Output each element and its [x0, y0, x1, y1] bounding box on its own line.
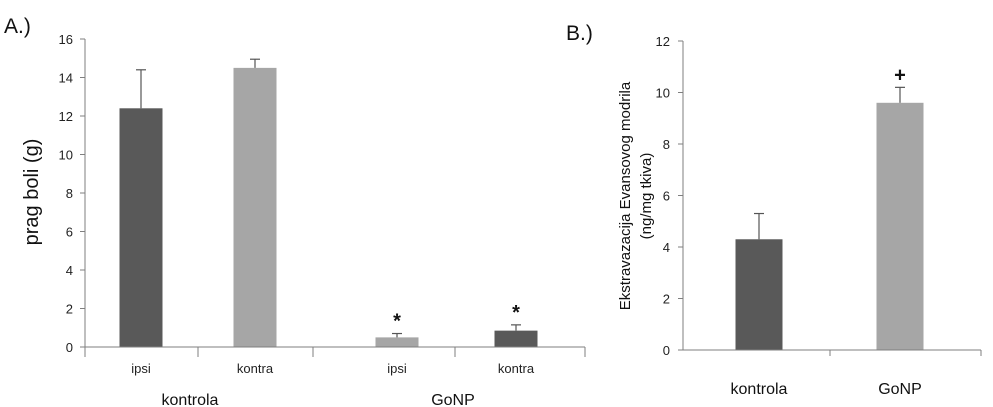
panel-a-bars: * *	[119, 58, 538, 347]
x-category-label: kontra	[498, 361, 535, 376]
bar	[494, 330, 538, 347]
y-tick-label: 12	[656, 34, 670, 49]
panel-b-axes	[682, 41, 982, 356]
y-tick-label: 4	[66, 263, 73, 278]
panel-b-label: B.)	[566, 22, 593, 45]
x-category-label: ipsi	[387, 361, 407, 376]
x-category-label: kontra	[237, 361, 274, 376]
panel-a-y-axis-label: prag boli (g)	[21, 139, 43, 246]
panel-b-bars: +	[735, 64, 924, 350]
panel-a-category-labels: ipsi kontra ipsi kontra	[131, 361, 535, 376]
x-category-label: ipsi	[131, 361, 151, 376]
panel-b-y-axis-label-line2: (ng/mg tkiva)	[638, 153, 655, 240]
y-tick-label: 12	[59, 109, 73, 124]
y-tick-label: 10	[656, 86, 670, 101]
panel-b-category-labels: kontrola GoNP	[731, 381, 922, 398]
y-tick-label: 4	[663, 240, 670, 255]
panel-a-group-label-gonp: GoNP	[431, 392, 475, 407]
bar	[119, 108, 163, 347]
y-tick-label: 2	[663, 292, 670, 307]
y-tick-label: 14	[59, 71, 73, 86]
significance-marker: *	[393, 311, 401, 333]
panel-a-y-ticks: 0 2 4 6 8 10 12 14 16	[59, 32, 85, 355]
y-tick-label: 10	[59, 148, 73, 163]
bar	[233, 67, 277, 347]
x-category-label: GoNP	[878, 381, 922, 398]
y-tick-label: 8	[663, 137, 670, 152]
bar	[375, 337, 419, 347]
panel-b-y-axis-label-line1: Ekstravazacija Evansovog modrila	[617, 81, 634, 310]
panel-a-axes	[84, 39, 586, 357]
y-tick-label: 6	[663, 189, 670, 204]
panel-b-y-ticks: 0 2 4 6 8 10 12	[656, 34, 683, 358]
y-tick-label: 0	[66, 340, 73, 355]
y-tick-label: 8	[66, 186, 73, 201]
significance-marker: *	[512, 302, 520, 324]
x-category-label: kontrola	[731, 381, 788, 398]
bar	[735, 239, 783, 350]
y-tick-label: 6	[66, 225, 73, 240]
panel-a-label: A.)	[4, 15, 31, 38]
y-tick-label: 16	[59, 32, 73, 47]
y-tick-label: 0	[663, 343, 670, 358]
bar	[876, 102, 924, 350]
y-tick-label: 2	[66, 302, 73, 317]
panel-a-group-label-kontrola: kontrola	[162, 392, 219, 407]
panel-b: B.) Ekstravazacija Evansovog modrila (ng…	[566, 22, 982, 398]
significance-marker: +	[894, 64, 906, 86]
